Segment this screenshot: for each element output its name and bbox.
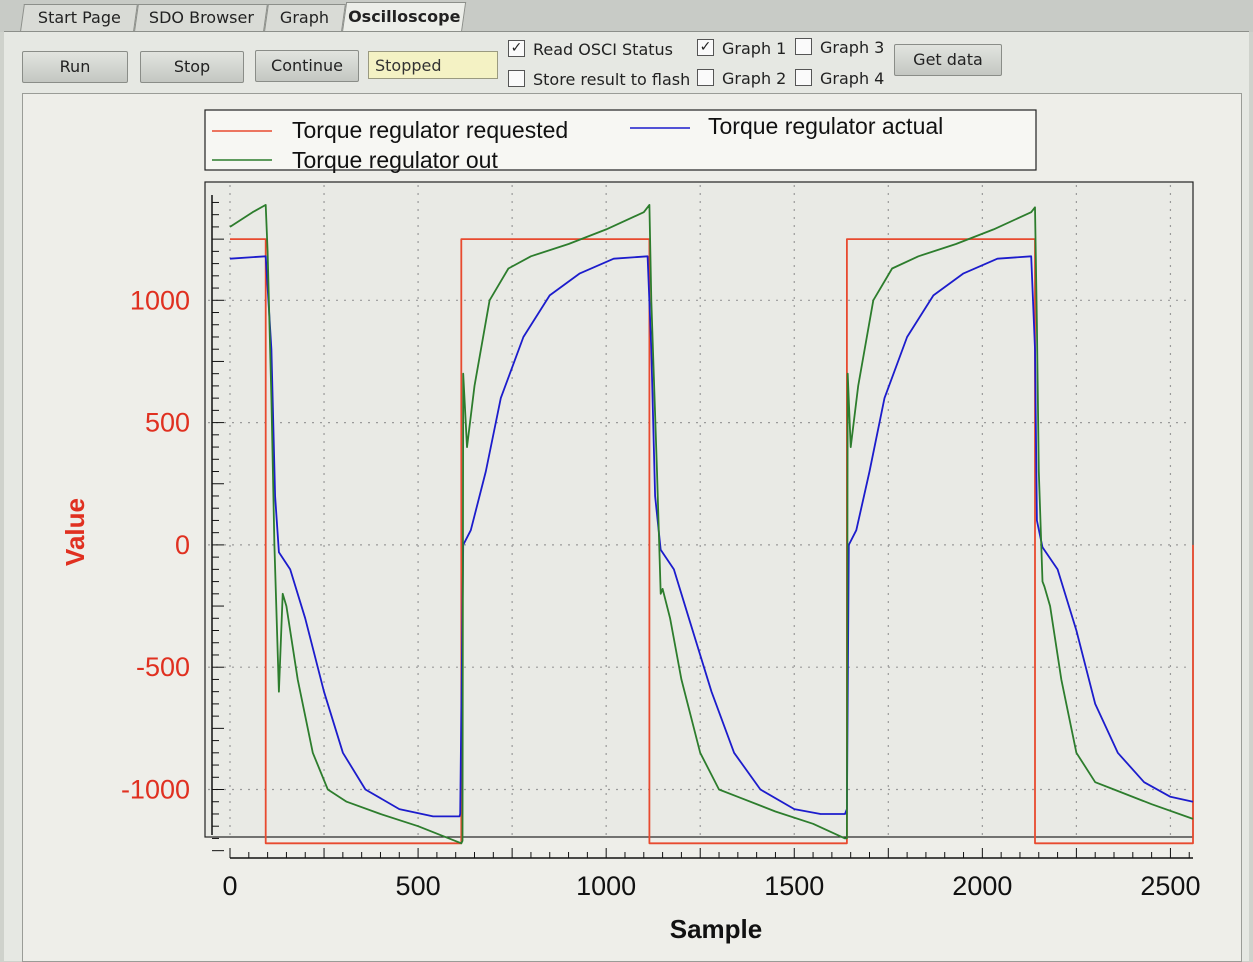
tab-strip: Start Page SDO Browser Graph Oscilloscop…: [0, 0, 1253, 33]
x-tick-label-1: 500: [396, 871, 441, 901]
graph2-checkbox[interactable]: Graph 2: [697, 68, 786, 90]
y-tick-label-1: 500: [145, 408, 190, 438]
y-tick-label-0: 1000: [130, 285, 190, 315]
store-result-box[interactable]: [508, 70, 525, 87]
graph1-label: Graph 1: [722, 39, 787, 58]
graph4-checkbox[interactable]: Graph 4: [795, 68, 884, 90]
series-requested: [230, 238, 1194, 845]
y-tick-label-3: -500: [136, 652, 190, 682]
plot-area: [204, 181, 1194, 838]
legend-box: [204, 109, 1037, 171]
x-tick-label-0: 0: [222, 871, 237, 901]
store-result-label: Store result to flash: [533, 70, 691, 89]
graph4-box[interactable]: [795, 69, 812, 86]
legend-label-actual: Torque regulator actual: [708, 113, 943, 139]
x-tick-label-2: 1000: [576, 871, 636, 901]
y-tick-label-4: -1000: [121, 775, 190, 805]
continue-button[interactable]: Continue: [255, 50, 359, 82]
status-field: Stopped: [368, 51, 498, 79]
x-tick-label-5: 2500: [1140, 871, 1200, 901]
graph4-label: Graph 4: [820, 69, 885, 88]
legend-label-requested: Torque regulator requested: [292, 117, 568, 143]
graph3-checkbox[interactable]: Graph 3: [795, 37, 884, 59]
x-tick-label-3: 1500: [764, 871, 824, 901]
get-data-button[interactable]: Get data: [894, 44, 1002, 76]
read-osci-status-box[interactable]: ✓: [508, 40, 525, 57]
graph1-box[interactable]: ✓: [697, 39, 714, 56]
graph1-checkbox[interactable]: ✓ Graph 1: [697, 38, 786, 60]
read-osci-status-label: Read OSCI Status: [533, 40, 673, 59]
graph2-label: Graph 2: [722, 69, 787, 88]
graph3-label: Graph 3: [820, 38, 885, 57]
x-tick-label-4: 2000: [952, 871, 1012, 901]
store-result-checkbox[interactable]: Store result to flash: [508, 69, 690, 91]
y-axis-label: Value: [60, 498, 90, 566]
legend-label-out: Torque regulator out: [292, 147, 498, 173]
run-button[interactable]: Run: [22, 51, 128, 83]
read-osci-status-checkbox[interactable]: ✓ Read OSCI Status: [508, 39, 673, 61]
graph3-box[interactable]: [795, 38, 812, 55]
stop-button[interactable]: Stop: [140, 51, 244, 83]
series-out: [229, 204, 1194, 845]
y-tick-label-2: 0: [175, 530, 190, 560]
series-actual: [229, 255, 1194, 818]
graph2-box[interactable]: [697, 69, 714, 86]
x-axis-label: Sample: [670, 914, 763, 944]
